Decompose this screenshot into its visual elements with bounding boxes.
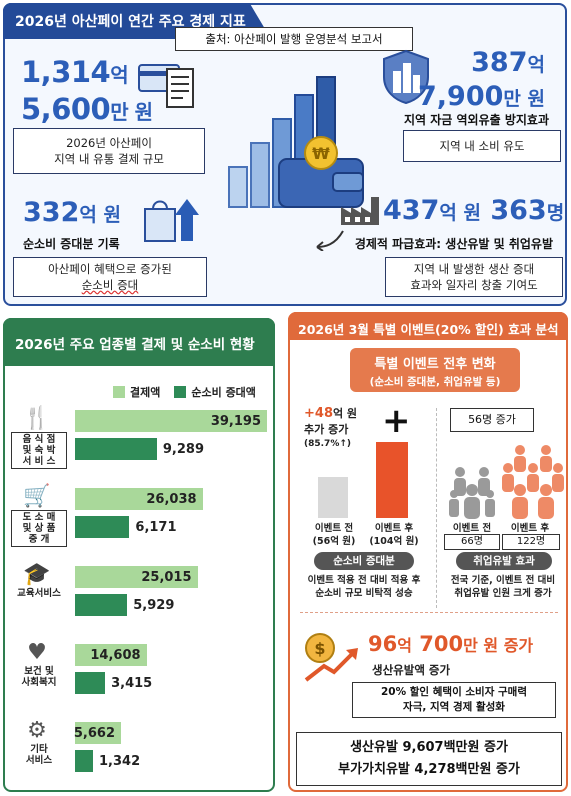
payment-desc-box: 2026년 아산페이 지역 내 유통 결제 규모 [13, 128, 205, 174]
divider [436, 408, 437, 608]
after-bar [376, 442, 408, 518]
svg-text:$: $ [314, 639, 325, 658]
payment-bar: 14,608 [75, 644, 147, 666]
consumption-value: 6,171 [135, 519, 177, 535]
consumption-label: 순소비 증대분 기록 [23, 237, 120, 251]
before-label: 이벤트 전 (56억 원) [312, 523, 356, 547]
arrow-curve-icon [316, 230, 344, 251]
wallet-bars-illustration: ₩ [228, 76, 364, 208]
jobs-pill: 취업유발 효과 [456, 552, 552, 570]
factory-icon [341, 197, 379, 225]
outflow-desc-box: 지역 내 소비 유도 [403, 130, 561, 162]
production-increase-figure: 96억 700만 원 증가 [368, 632, 534, 656]
jobs-before-value: 66명 [444, 534, 500, 550]
people-after-icon [502, 445, 564, 519]
won-coin-icon: ₩ [312, 144, 330, 163]
payment-value: 14,608 [90, 647, 141, 663]
jobs-increase-box: 56명 증가 [450, 408, 534, 432]
panel-title: 2026년 아산페이 연간 주요 경제 지표 [3, 3, 271, 39]
consumption-value: 1,342 [99, 753, 141, 769]
utensils-icon: 🍴 [23, 406, 51, 431]
people-before-icon [449, 467, 495, 519]
consumption-desc: 이벤트 적용 전 대비 적용 후 순소비 규모 비탁적 성승 [307, 575, 421, 599]
consumption-value: 9,289 [162, 441, 205, 457]
graduation-cap-icon: 🎓 [23, 562, 51, 587]
consumption-bar: 3,415 [75, 672, 152, 694]
shield-city-icon [383, 49, 429, 105]
production-label: 생산유발액 증가 [372, 663, 451, 677]
payment-bar: 5,662 [73, 722, 121, 744]
payment-bar: 39,195 [75, 410, 267, 432]
consumption-bar: 9,289 [75, 438, 204, 460]
category-label: 보건 및 사회복지 [21, 666, 57, 688]
ripple-desc-box: 지역 내 발생한 생산 증대 효과와 일자리 창출 기여도 [385, 257, 563, 297]
payment-value: 5,662 [73, 725, 115, 741]
chart-legend: 결제액 순소비 증대액 [113, 384, 256, 400]
consumption-value: 3,415 [111, 675, 153, 691]
before-bar [318, 477, 348, 518]
jobs-desc: 전국 기준, 이벤트 전 대비 취업유발 인원 크게 증가 [450, 575, 556, 599]
consumption-pill: 순소비 증대분 [314, 552, 414, 570]
event-subtitle: 특별 이벤트 전후 변화 (순소비 증대분, 취업유발 등) [350, 348, 520, 392]
consumption-bar: 6,171 [75, 516, 177, 538]
increase-figure: +48억 원 [304, 406, 358, 421]
plus-icon: + [382, 401, 411, 441]
payment-bar: 26,038 [75, 488, 203, 510]
consumption-desc-box: 아산페이 혜택으로 증가된 순소비 증대 [13, 257, 207, 297]
production-desc-box: 20% 할인 혜택이 소비자 구매력 자극, 지역 경제 활성화 [352, 682, 556, 718]
cart-icon: 🛒 [23, 484, 51, 509]
consumption-bar: 1,342 [75, 750, 140, 772]
ripple-label: 경제적 파급효과: 생산유발 및 취업유발 [354, 237, 553, 251]
increase-percent: (85.7%↑) [304, 439, 351, 449]
gear-icon: ⚙ [27, 718, 47, 743]
after-label: 이벤트 후 (104억 원) [369, 523, 419, 547]
jobs-before-label: 이벤트 전 [452, 523, 492, 534]
summary-box: 생산유발 9,607백만원 증가 부가가치유발 4,278백만원 증가 [296, 732, 562, 786]
payment-bar: 25,015 [75, 566, 198, 588]
outflow-label: 지역 자금 역외유출 방지효과 [403, 113, 549, 127]
heart-hands-icon: ♥ [27, 640, 47, 665]
event-panel: 2026년 3월 특별 이벤트(20% 할인) 효과 분석 특별 이벤트 전후 … [288, 312, 568, 792]
payment-figure: 1,314억 5,600만 원 [21, 55, 153, 126]
legend-payment: 결제액 [113, 384, 160, 400]
payment-value: 26,038 [146, 491, 197, 507]
consumption-figure: 332억 원 [23, 197, 121, 228]
card-receipt-icon [138, 64, 194, 108]
payment-value: 25,015 [141, 569, 192, 585]
jobs-after-value: 122명 [502, 534, 560, 550]
annual-indicators-panel: 2026년 아산페이 연간 주요 경제 지표 출처: 아산페이 발행 운영분석 … [3, 3, 567, 306]
payment-value: 39,195 [210, 413, 261, 429]
outflow-figure: 387억 7,900만 원 [418, 47, 545, 112]
ripple-figure: 437억 원 363명 [383, 195, 565, 226]
consumption-bar: 5,929 [75, 594, 174, 616]
jobs-after-label: 이벤트 후 [510, 523, 550, 534]
legend-consumption: 순소비 증대액 [174, 384, 256, 400]
industry-title: 2026년 주요 업종별 결제 및 순소비 현황 [3, 318, 275, 366]
consumption-value: 5,929 [133, 597, 175, 613]
source-note: 출처: 아산페이 발행 운영분석 보고서 [175, 27, 413, 51]
industry-panel: 2026년 주요 업종별 결제 및 순소비 현황 결제액 순소비 증대액 🍴 음 … [3, 318, 275, 792]
category-label: 기타 서비스 [25, 744, 53, 766]
money-growth-icon: $ [304, 633, 358, 682]
shopping-bag-arrow-icon [144, 199, 199, 242]
category-label: 교육서비스 [17, 588, 61, 599]
divider-2 [300, 612, 558, 613]
event-title: 2026년 3월 특별 이벤트(20% 할인) 효과 분석 [288, 312, 568, 340]
increase-label: 추가 증가 [304, 423, 349, 436]
